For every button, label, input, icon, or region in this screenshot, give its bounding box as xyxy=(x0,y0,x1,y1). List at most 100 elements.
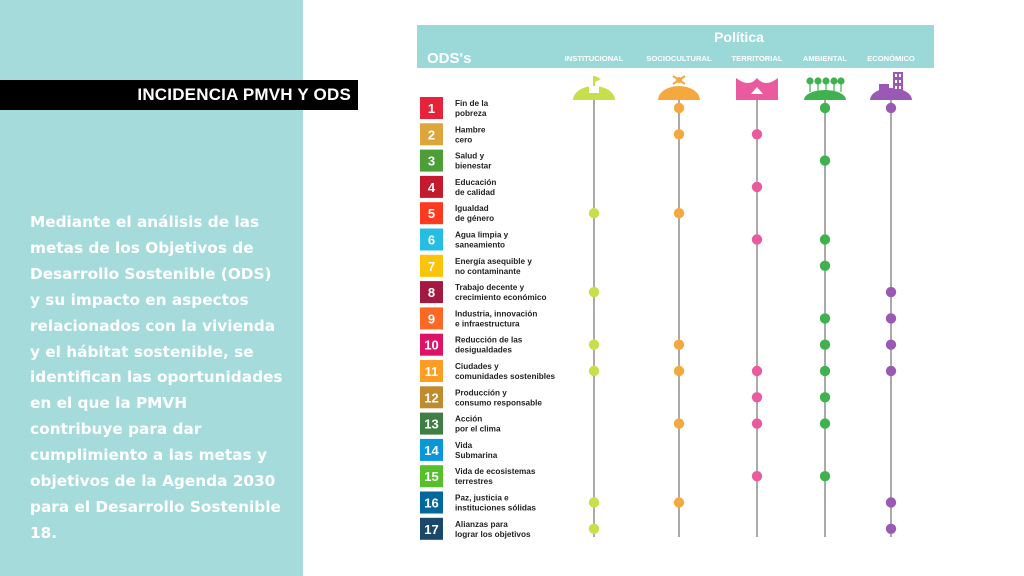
goal-label-line1: Acción xyxy=(455,415,482,424)
goal-label-line2: pobreza xyxy=(455,109,487,118)
incidence-dot xyxy=(588,365,600,377)
goal-label-line1: Producción y xyxy=(455,388,507,397)
goal-square-15 xyxy=(420,465,443,488)
goal-square-7 xyxy=(420,254,443,277)
incidence-dot xyxy=(751,129,763,140)
incidence-dot xyxy=(819,155,831,166)
incidence-dot xyxy=(885,286,897,298)
incidence-dot xyxy=(819,313,831,324)
slide-title: INCIDENCIA PMVH Y ODS xyxy=(0,80,358,110)
goal-label-line2: por el clima xyxy=(455,425,501,434)
incidence-dot xyxy=(885,102,897,114)
people-culture-icon xyxy=(658,75,700,100)
column-label-0: INSTITUCIONAL xyxy=(565,54,624,63)
policy-header-title: Política xyxy=(714,29,764,45)
goal-square-2 xyxy=(420,123,443,146)
incidence-dot xyxy=(673,497,685,508)
goal-label-line2: lograr los objetivos xyxy=(455,530,531,539)
goal-label-line2: terrestres xyxy=(455,477,493,486)
goal-number-14: 14 xyxy=(424,443,439,458)
goal-square-13 xyxy=(420,412,443,435)
goal-label-line1: Vida de ecosistemas xyxy=(455,467,536,476)
incidence-dot xyxy=(819,471,831,482)
incidence-dot xyxy=(673,102,685,114)
column-icons xyxy=(573,72,912,100)
city-economy-icon xyxy=(870,72,912,100)
incidence-dot xyxy=(588,208,600,219)
incidence-dot xyxy=(673,208,685,219)
goal-square-9 xyxy=(420,307,443,330)
incidence-dot xyxy=(885,313,897,324)
goal-label-line2: instituciones sólidas xyxy=(455,504,536,513)
goal-number-7: 7 xyxy=(428,259,435,274)
goal-label-line2: de género xyxy=(455,214,494,223)
incidence-dot xyxy=(751,392,763,403)
incidence-dot xyxy=(751,365,763,377)
incidence-dot xyxy=(819,392,831,403)
incidence-dot xyxy=(819,260,831,271)
goal-number-6: 6 xyxy=(428,233,435,248)
goal-label-line1: Hambre xyxy=(455,125,486,134)
incidence-dot xyxy=(673,339,685,350)
incidence-dot xyxy=(885,497,897,508)
goal-square-16 xyxy=(420,491,443,514)
incidence-dot xyxy=(588,523,600,534)
goal-number-10: 10 xyxy=(424,338,438,353)
column-label-1: SOCIOCULTURAL xyxy=(646,54,712,63)
incidence-dot xyxy=(751,234,763,245)
goal-square-5 xyxy=(420,202,443,225)
slide-body-text: Mediante el análisis de las metas de los… xyxy=(30,213,283,542)
goal-label-line1: Energía asequible y xyxy=(455,257,532,266)
goal-label-line2: Submarina xyxy=(455,451,498,460)
goal-label-line1: Educación xyxy=(455,178,496,187)
goal-square-6 xyxy=(420,228,443,251)
incidence-dot xyxy=(819,339,831,350)
incidence-dot xyxy=(673,129,685,140)
matrix-header-band xyxy=(417,25,934,68)
goal-number-11: 11 xyxy=(425,364,439,379)
goal-label-line1: Vida xyxy=(455,441,473,450)
goal-number-4: 4 xyxy=(428,180,436,195)
territory-map-icon xyxy=(736,78,778,100)
goal-number-5: 5 xyxy=(428,206,435,221)
goal-square-14 xyxy=(420,438,443,461)
goal-label-line1: Fin de la xyxy=(455,99,489,108)
goal-square-8 xyxy=(420,281,443,304)
goal-square-11 xyxy=(420,360,443,382)
goal-label-line2: saneamiento xyxy=(455,241,505,250)
incidence-dot xyxy=(588,497,600,508)
goal-number-2: 2 xyxy=(428,127,435,142)
goal-label-line1: Ciudades y xyxy=(455,362,499,371)
goal-number-16: 16 xyxy=(424,496,438,511)
ods-label: ODS's xyxy=(427,50,471,67)
goal-label-line1: Salud y xyxy=(455,152,485,161)
goal-square-12 xyxy=(420,386,443,409)
goal-number-1: 1 xyxy=(428,101,435,116)
goal-label-line2: cero xyxy=(455,135,472,144)
goal-square-17 xyxy=(420,517,443,540)
goal-label-line1: Trabajo decente y xyxy=(455,283,525,292)
goal-label-line2: consumo responsable xyxy=(455,398,542,407)
column-label-4: ECONÓMICO xyxy=(867,54,915,63)
goal-label-line1: Igualdad xyxy=(455,204,489,213)
goal-label-line2: desigualdades xyxy=(455,346,512,355)
incidence-dot xyxy=(673,365,685,377)
goal-number-17: 17 xyxy=(424,522,438,537)
incidence-dot xyxy=(885,339,897,350)
incidence-dot xyxy=(819,418,831,429)
column-label-3: AMBIENTAL xyxy=(803,54,848,63)
goal-square-3 xyxy=(420,149,443,172)
goal-label-line2: e infraestructura xyxy=(455,319,520,328)
goal-label-line1: Agua limpia y xyxy=(455,231,509,240)
goal-label-line1: Reducción de las xyxy=(455,336,523,345)
institutional-building-icon xyxy=(573,76,615,100)
incidence-dot xyxy=(751,471,763,482)
goal-label-line2: bienestar xyxy=(455,162,492,171)
goal-label-line2: no contaminante xyxy=(455,267,521,276)
incidence-dot xyxy=(819,102,831,114)
trees-environment-icon xyxy=(804,77,846,100)
goal-number-8: 8 xyxy=(428,285,435,300)
goal-square-4 xyxy=(420,175,443,198)
goal-label-line1: Paz, justicia e xyxy=(455,494,509,503)
